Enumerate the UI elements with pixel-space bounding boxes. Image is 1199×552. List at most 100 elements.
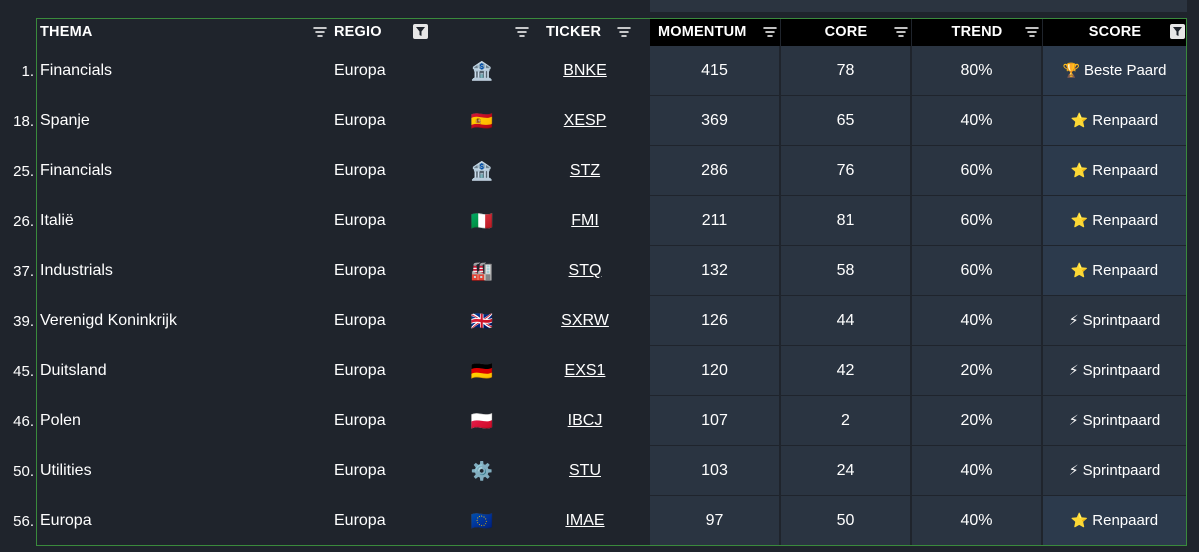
row-trend: 20% bbox=[912, 396, 1042, 446]
row-core: 78 bbox=[781, 46, 911, 96]
row-score: 🏆 Beste Paard bbox=[1043, 46, 1187, 96]
header-momentum[interactable]: MOMENTUM bbox=[650, 18, 780, 46]
row-regio: Europa bbox=[334, 412, 386, 429]
lightning-icon: ⚡ bbox=[1068, 312, 1079, 328]
row-score: ⭐ Renpaard bbox=[1043, 196, 1187, 246]
filter-score-active-icon[interactable] bbox=[1170, 24, 1185, 39]
star-icon: ⭐ bbox=[1070, 512, 1089, 528]
row-score-label: Renpaard bbox=[1092, 112, 1159, 129]
row-score: ⚡ Sprintpaard bbox=[1043, 296, 1187, 346]
row-index: 26. bbox=[13, 212, 34, 230]
row-thema: Financials bbox=[40, 62, 113, 79]
table-row[interactable]: 26. Italië Europa 🇮🇹 FMI 211 81 60% ⭐ Renpaard bbox=[0, 196, 1199, 246]
flag-italy-icon: 🇮🇹 bbox=[470, 210, 494, 231]
trophy-icon: 🏆 bbox=[1062, 62, 1080, 78]
row-score-label: Sprintpaard bbox=[1082, 412, 1161, 429]
row-ticker-link[interactable]: IBCJ bbox=[567, 412, 603, 429]
filter-ticker-icon[interactable] bbox=[616, 24, 632, 40]
table-row[interactable]: 39. Verenigd Koninkrijk Europa 🇬🇧 SXRW 126 44 4… bbox=[0, 296, 1199, 346]
header-trend[interactable]: TREND bbox=[912, 18, 1042, 46]
row-core: 44 bbox=[781, 296, 911, 346]
row-trend: 40% bbox=[912, 96, 1042, 146]
filter-trend-icon[interactable] bbox=[1024, 24, 1040, 40]
star-icon: ⭐ bbox=[1070, 112, 1089, 128]
row-thema: Italië bbox=[40, 212, 74, 229]
row-ticker-link[interactable]: STQ bbox=[568, 262, 602, 279]
row-index: 45. bbox=[13, 362, 34, 380]
header-regio[interactable]: REGIO bbox=[334, 18, 434, 46]
row-score: ⚡ Sprintpaard bbox=[1043, 396, 1187, 446]
row-index: 37. bbox=[13, 262, 34, 280]
row-trend: 20% bbox=[912, 346, 1042, 396]
top-band bbox=[650, 0, 1187, 12]
row-score-label: Sprintpaard bbox=[1082, 362, 1161, 379]
flag-spain-icon: 🇪🇸 bbox=[470, 110, 494, 131]
header-score-label: SCORE bbox=[1088, 24, 1142, 40]
row-ticker-link[interactable]: SXRW bbox=[561, 312, 609, 329]
row-index: 46. bbox=[13, 412, 34, 430]
lightning-icon: ⚡ bbox=[1068, 362, 1079, 378]
row-score-label: Sprintpaard bbox=[1082, 462, 1161, 479]
header-score[interactable]: SCORE bbox=[1043, 18, 1187, 46]
table-row[interactable]: 45. Duitsland Europa 🇩🇪 EXS1 120 42 20% ⚡ Sprintp… bbox=[0, 346, 1199, 396]
row-momentum: 286 bbox=[650, 146, 780, 196]
row-momentum: 103 bbox=[650, 446, 780, 496]
row-thema: Spanje bbox=[40, 112, 90, 129]
bank-icon: 🏦 bbox=[470, 160, 494, 181]
row-score: ⭐ Renpaard bbox=[1043, 246, 1187, 296]
header-thema-label: THEMA bbox=[40, 24, 93, 40]
row-regio: Europa bbox=[334, 362, 386, 379]
row-momentum: 120 bbox=[650, 346, 780, 396]
filter-icon-column-icon[interactable] bbox=[514, 24, 530, 40]
filter-core-icon[interactable] bbox=[893, 24, 909, 40]
row-score: ⭐ Renpaard bbox=[1043, 146, 1187, 196]
row-core: 42 bbox=[781, 346, 911, 396]
row-trend: 40% bbox=[912, 446, 1042, 496]
row-score: ⚡ Sprintpaard bbox=[1043, 446, 1187, 496]
table-row[interactable]: 50. Utilities Europa ⚙️ STU 103 24 40% ⚡ Sprintpa… bbox=[0, 446, 1199, 496]
row-trend: 40% bbox=[912, 296, 1042, 346]
table-row[interactable]: 25. Financials Europa 🏦 STZ 286 76 60% ⭐ Renpaard bbox=[0, 146, 1199, 196]
header-core-label: CORE bbox=[824, 24, 868, 40]
table-row[interactable]: 18. Spanje Europa 🇪🇸 XESP 369 65 40% ⭐ Renpaard bbox=[0, 96, 1199, 146]
row-trend: 40% bbox=[912, 496, 1042, 546]
row-momentum: 132 bbox=[650, 246, 780, 296]
row-core: 65 bbox=[781, 96, 911, 146]
row-score-label: Renpaard bbox=[1092, 212, 1159, 229]
row-regio: Europa bbox=[334, 162, 386, 179]
flag-uk-icon: 🇬🇧 bbox=[470, 310, 494, 331]
row-ticker-link[interactable]: STU bbox=[569, 462, 601, 479]
row-thema: Europa bbox=[40, 512, 92, 529]
row-momentum: 97 bbox=[650, 496, 780, 546]
table-row[interactable]: 46. Polen Europa 🇵🇱 IBCJ 107 2 20% ⚡ Sprintpaard bbox=[0, 396, 1199, 446]
table-row[interactable]: 1. Financials Europa 🏦 BNKE 415 78 80% 🏆 Beste Pa… bbox=[0, 46, 1199, 96]
filter-momentum-icon[interactable] bbox=[762, 24, 778, 40]
row-ticker-link[interactable]: IMAE bbox=[565, 512, 605, 529]
star-icon: ⭐ bbox=[1070, 162, 1089, 178]
row-core: 2 bbox=[781, 396, 911, 446]
row-ticker-link[interactable]: STZ bbox=[569, 162, 601, 179]
row-score: ⭐ Renpaard bbox=[1043, 496, 1187, 546]
row-ticker-link[interactable]: XESP bbox=[563, 112, 607, 129]
row-regio: Europa bbox=[334, 462, 386, 479]
gear-icon: ⚙️ bbox=[470, 460, 494, 481]
row-regio: Europa bbox=[334, 112, 386, 129]
filter-regio-active-icon[interactable] bbox=[413, 24, 428, 39]
filter-thema-icon[interactable] bbox=[312, 24, 328, 40]
flag-eu-icon: 🇪🇺 bbox=[470, 510, 494, 531]
header-core[interactable]: CORE bbox=[781, 18, 911, 46]
table-row[interactable]: 37. Industrials Europa 🏭 STQ 132 58 60% ⭐ Renpaar… bbox=[0, 246, 1199, 296]
header-thema[interactable]: THEMA bbox=[40, 18, 330, 46]
row-index: 18. bbox=[13, 112, 34, 130]
row-trend: 60% bbox=[912, 196, 1042, 246]
row-ticker-link[interactable]: FMI bbox=[571, 212, 599, 229]
row-ticker-link[interactable]: EXS1 bbox=[564, 362, 606, 379]
row-momentum: 415 bbox=[650, 46, 780, 96]
row-momentum: 211 bbox=[650, 196, 780, 246]
flag-poland-icon: 🇵🇱 bbox=[470, 410, 494, 431]
row-ticker-link[interactable]: BNKE bbox=[563, 62, 607, 79]
row-core: 50 bbox=[781, 496, 911, 546]
row-thema: Utilities bbox=[40, 462, 92, 479]
header-ticker[interactable]: TICKER bbox=[546, 18, 636, 46]
table-row[interactable]: 56. Europa Europa 🇪🇺 IMAE 97 50 40% ⭐ Renpaard bbox=[0, 496, 1199, 546]
